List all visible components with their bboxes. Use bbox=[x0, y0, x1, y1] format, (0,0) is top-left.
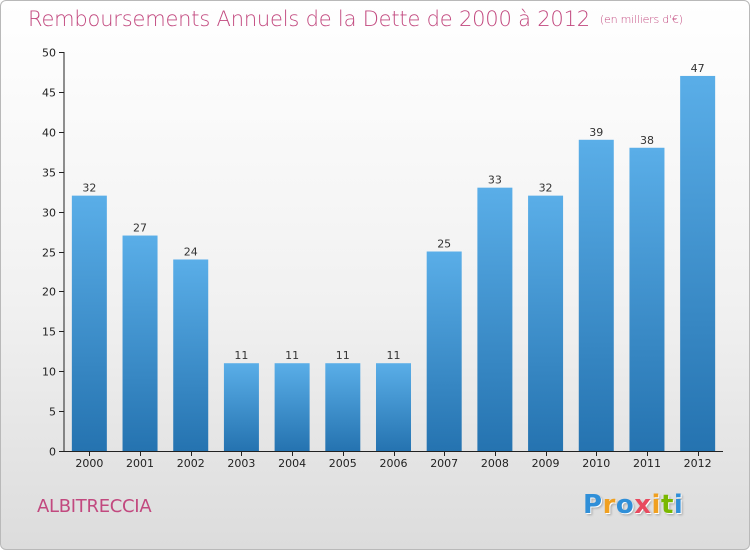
value-label-2010: 39 bbox=[589, 126, 603, 139]
chart-title: Remboursements Annuels de la Dette de 20… bbox=[28, 7, 683, 31]
value-label-2000: 32 bbox=[82, 182, 96, 195]
bar-2007 bbox=[426, 251, 462, 451]
y-tick-label: 25 bbox=[42, 247, 56, 260]
value-label-2012: 47 bbox=[691, 62, 705, 75]
x-tick-label: 2002 bbox=[177, 457, 205, 470]
y-tick-label: 20 bbox=[42, 286, 56, 299]
x-tick-label: 2010 bbox=[582, 457, 610, 470]
x-tick-label: 2009 bbox=[532, 457, 560, 470]
value-label-2005: 11 bbox=[336, 349, 350, 362]
x-tick-label: 2006 bbox=[380, 457, 408, 470]
y-tick-label: 15 bbox=[42, 326, 56, 339]
bar-2006 bbox=[376, 363, 411, 451]
value-label-2009: 32 bbox=[539, 182, 553, 195]
y-tick-label: 45 bbox=[42, 87, 56, 100]
value-label-2001: 27 bbox=[133, 222, 147, 235]
bar-2002 bbox=[173, 259, 209, 451]
bar-2010 bbox=[578, 139, 614, 451]
logo-letter: r bbox=[602, 490, 616, 520]
bars bbox=[71, 75, 716, 451]
bar-2001 bbox=[122, 235, 158, 451]
value-label-2004: 11 bbox=[285, 349, 299, 362]
value-label-2006: 11 bbox=[387, 349, 401, 362]
value-label-2011: 38 bbox=[640, 134, 654, 147]
chart-subtitle: (en milliers d'€) bbox=[599, 13, 683, 26]
value-label-2003: 11 bbox=[234, 349, 248, 362]
x-tick-label: 2004 bbox=[278, 457, 306, 470]
value-label-2008: 33 bbox=[488, 174, 502, 187]
y-tick-label: 10 bbox=[42, 366, 56, 379]
logo-letter: o bbox=[615, 490, 635, 520]
value-label-2002: 24 bbox=[184, 245, 198, 258]
x-tick-label: 2011 bbox=[633, 457, 661, 470]
y-tick-label: 50 bbox=[42, 47, 56, 60]
bar-2005 bbox=[325, 363, 361, 451]
y-tick-label: 0 bbox=[49, 446, 56, 459]
logo-letter: i bbox=[673, 490, 684, 520]
x-tick-label: 2008 bbox=[481, 457, 509, 470]
axes: 0 5 10 15 20 25 30 35 40 45 50 2000 2001 2002 2003 2004… bbox=[42, 47, 723, 470]
bar-2000 bbox=[71, 195, 107, 451]
data-labels: 32 27 24 11 11 11 11 25 33 32 39 38 47 bbox=[82, 62, 704, 362]
y-tick-label: 35 bbox=[42, 167, 56, 180]
y-tick-label: 5 bbox=[49, 406, 56, 419]
town-name: ALBITRECCIA bbox=[37, 496, 152, 517]
bar-2012 bbox=[680, 75, 716, 451]
logo-letter: t bbox=[660, 490, 674, 520]
value-label-2007: 25 bbox=[437, 238, 451, 251]
x-tick-label: 2003 bbox=[227, 457, 255, 470]
logo-letter: P bbox=[583, 490, 603, 520]
logo-letter: i bbox=[651, 490, 661, 520]
y-tick-label: 30 bbox=[42, 207, 56, 220]
bar-2008 bbox=[477, 187, 513, 451]
proxiti-logo: Proxiti bbox=[583, 490, 683, 520]
bar-2003 bbox=[223, 363, 259, 451]
bar-2004 bbox=[274, 363, 310, 451]
x-tick-label: 2007 bbox=[430, 457, 458, 470]
bar-2009 bbox=[528, 195, 564, 451]
x-tick-label: 2005 bbox=[329, 457, 357, 470]
y-tick-label: 40 bbox=[42, 127, 56, 140]
x-tick-label: 2012 bbox=[684, 457, 712, 470]
bar-2011 bbox=[629, 147, 665, 451]
x-tick-label: 2000 bbox=[75, 457, 103, 470]
chart-title-text: Remboursements Annuels de la Dette de 20… bbox=[28, 7, 590, 31]
logo-letter: x bbox=[634, 490, 652, 520]
x-tick-label: 2001 bbox=[126, 457, 154, 470]
